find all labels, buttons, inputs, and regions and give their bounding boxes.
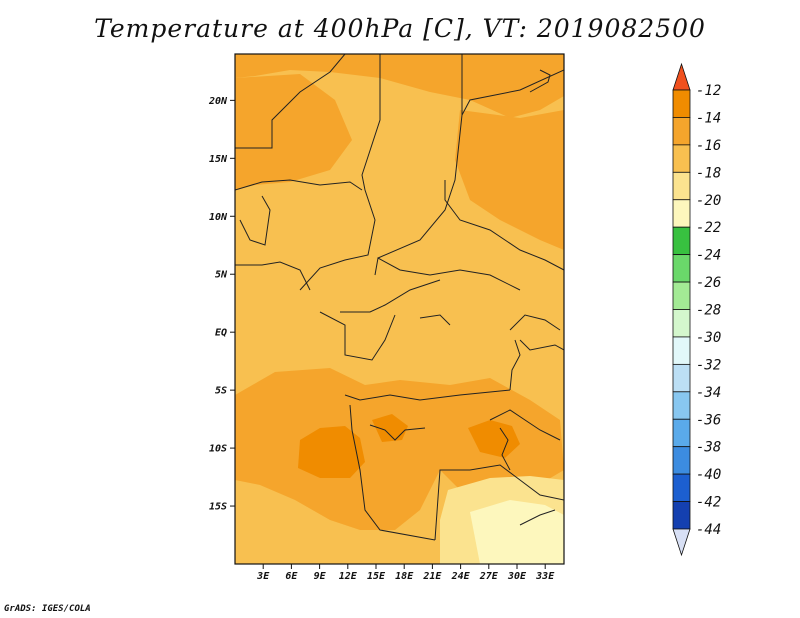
lon-tick-label: 30E [507,571,527,582]
colorbar-label: -16 [696,138,721,154]
lon-tick-label: 12E [339,571,358,582]
colorbar-swatch [672,89,691,118]
colorbar-swatch [672,501,691,530]
colorbar-label: -24 [696,248,721,264]
colorbar-label: -20 [696,193,721,209]
lat-tick-label: 15N [209,154,228,165]
colorbar-label: -14 [696,110,721,126]
colorbar-swatch [672,336,691,365]
colorbar-swatch [672,171,691,201]
lat-tick-label: 5S [215,386,227,397]
field-northwest-warm [235,74,352,190]
lon-tick-label: 6E [285,571,298,582]
colorbar: -12 -14 -16 -18 -20 -22 -24 -26 -28 -30 -32 -34 -36 -… [672,62,721,557]
lon-tick-label: 18E [395,571,414,582]
lat-tick-label: 5N [215,270,228,281]
field-hot-east [468,420,520,458]
colorbar-swatch [672,199,691,228]
colorbar-swatch [672,418,691,448]
colorbar-label: -40 [696,467,721,483]
colorbar-swatch [672,309,691,338]
lon-tick-label: 21E [422,571,442,582]
colorbar-swatch [672,254,691,283]
colorbar-label: -26 [696,275,721,291]
field-hot-mid [372,414,408,442]
plot-frame [234,53,565,565]
colorbar-swatch [672,117,691,146]
lat-tick-label: 20N [208,96,228,107]
colorbar-label: -12 [696,83,721,99]
lat-tick-label: 10N [209,212,228,223]
credit-label: GrADS: IGES/COLA [4,604,91,614]
lat-tick-label: 15S [209,502,227,513]
lat-tick-label: 10S [209,444,227,455]
longitude-axis: 3E 6E 9E 12E 15E 18E 21E 24E 27E 30E 33E [256,564,555,582]
lon-tick-label: 3E [256,571,270,582]
colorbar-label: -30 [696,330,721,346]
lon-tick-label: 27E [479,571,499,582]
colorbar-swatch [672,446,691,475]
colorbar-swatch [672,281,691,310]
field-cooler-se [470,500,564,564]
colorbar-label: -36 [696,412,721,428]
colorbar-swatch [672,473,691,502]
country-borders [235,54,564,541]
lon-tick-label: 24E [451,571,471,582]
field-hot-core [298,426,365,478]
colorbar-swatch [672,391,691,420]
map-title: Temperature at 400hPa [C], VT: 201908250… [94,14,706,43]
colorbar-swatch [672,144,691,173]
colorbar-label: -38 [696,440,721,456]
colorbar-label: -44 [696,522,721,538]
colorbar-swatch [672,363,691,393]
colorbar-label: -42 [696,495,721,511]
colorbar-swatch [672,226,691,256]
field-northeast-warm [455,110,564,250]
colorbar-label: -28 [696,303,721,319]
colorbar-label: -18 [696,165,721,181]
temperature-field [235,54,564,564]
colorbar-label: -32 [696,357,721,373]
colorbar-bottom-arrow [672,528,691,557]
colorbar-top-arrow [672,62,691,91]
colorbar-label: -22 [696,220,721,236]
lon-tick-label: 9E [314,571,327,582]
lat-tick-label: EQ [215,328,227,339]
lon-tick-label: 15E [367,571,386,582]
field-north-warm [235,54,564,118]
lon-tick-label: 33E [535,571,555,582]
colorbar-label: -34 [696,385,721,401]
latitude-axis: 20N 15N 10N 5N EQ 5S 10S 15S [208,96,235,513]
